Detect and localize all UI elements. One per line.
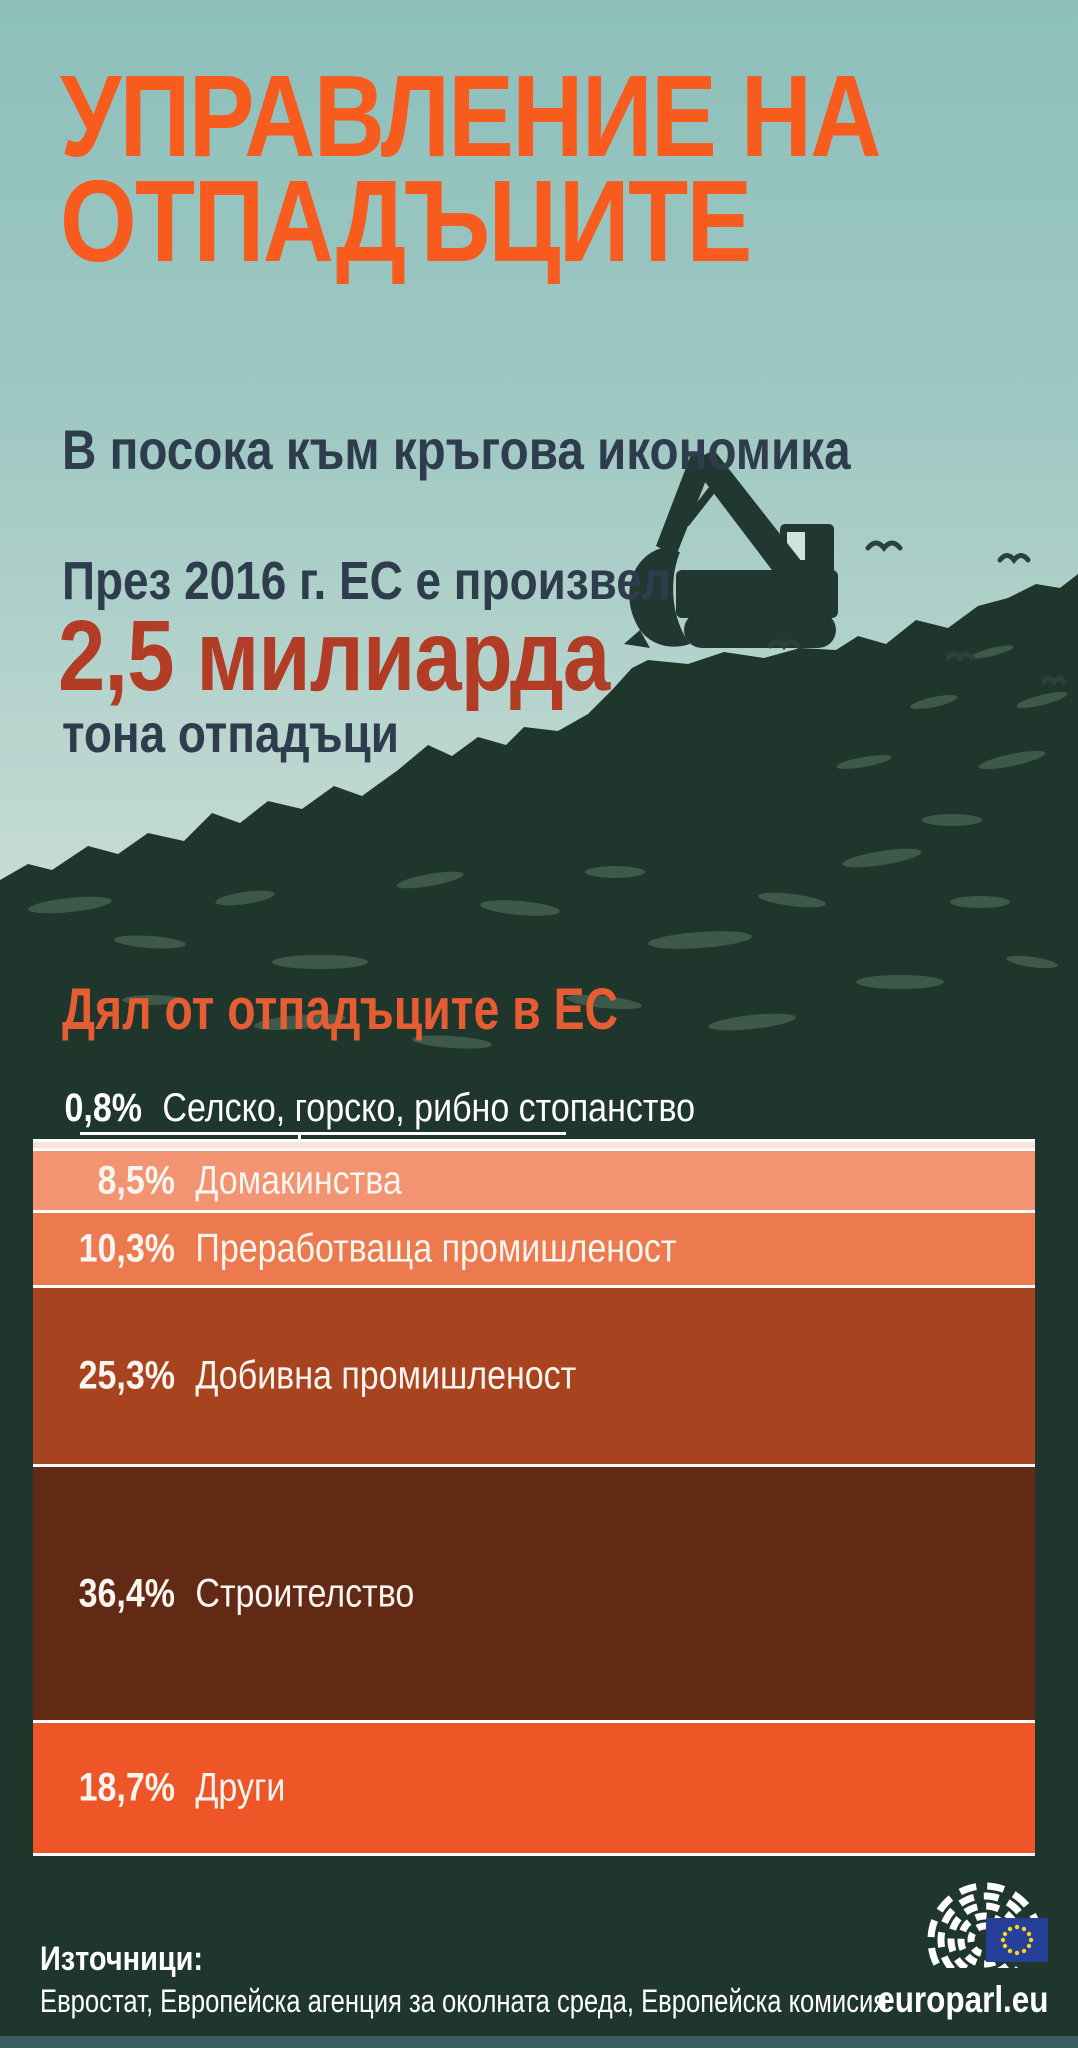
sources-label: Източници: bbox=[40, 1940, 204, 1978]
bar-percent: 0,8% bbox=[64, 1086, 142, 1130]
bar-segment-label: 18,7% Други bbox=[73, 1765, 286, 1811]
excavator-silhouette bbox=[624, 450, 838, 648]
bar-segment: 18,7% Други bbox=[33, 1720, 1035, 1853]
bar-segment bbox=[33, 1139, 1035, 1148]
bar-percent: 18,7% bbox=[78, 1765, 175, 1810]
intro-amount: 2,5 милиарда bbox=[58, 600, 610, 712]
bar-segment: 8,5% Домакинства bbox=[33, 1148, 1035, 1210]
bottom-edge-strip bbox=[0, 2036, 1078, 2048]
bar-category: Преработваща промишленост bbox=[195, 1226, 677, 1271]
intro-line1: През 2016 г. ЕС е произвел bbox=[62, 551, 671, 611]
page-title-line2: ОТПАДЪЦИТЕ bbox=[60, 156, 752, 286]
bar-percent: 25,3% bbox=[78, 1353, 175, 1398]
bar-segment-label: 25,3% Добивна промишленост bbox=[73, 1353, 577, 1399]
intro-line2: тона отпадъци bbox=[62, 704, 399, 764]
debris-patches bbox=[28, 645, 1068, 1049]
chart-title: Дял от отпадъците в ЕС bbox=[62, 977, 619, 1042]
bar-segment-label: 10,3% Преработваща промишленост bbox=[73, 1226, 677, 1272]
eu-flag-icon bbox=[986, 1918, 1048, 1962]
stacked-bar-chart: 8,5% Домакинства 10,3% Преработваща промишл… bbox=[33, 1139, 1035, 1856]
page-title-line1: УПРАВЛЕНИЕ НА bbox=[60, 51, 881, 181]
bar-segment-label: 8,5% Домакинства bbox=[73, 1158, 402, 1203]
bar-category: Домакинства bbox=[195, 1158, 402, 1202]
bar-segment: 10,3% Преработваща промишленост bbox=[33, 1210, 1035, 1285]
bar-label-external: 0,8% Селско, горско, рибно стопанство bbox=[40, 1086, 696, 1131]
bar-percent: 36,4% bbox=[78, 1571, 175, 1615]
bar-category: Строителство bbox=[195, 1571, 415, 1615]
bird-icon bbox=[767, 540, 1067, 687]
label-underline bbox=[80, 1132, 566, 1135]
page-subtitle: В посока към кръгова икономика bbox=[62, 418, 851, 481]
bar-percent: 10,3% bbox=[78, 1226, 175, 1271]
europarl-link[interactable]: europarl.eu bbox=[876, 1979, 1048, 2020]
bar-segment: 36,4% Строителство bbox=[33, 1464, 1035, 1720]
bar-category: Селско, горско, рибно стопанство bbox=[162, 1086, 696, 1130]
bar-segment-label: 36,4% Строителство bbox=[73, 1571, 415, 1616]
label-connector-tick bbox=[298, 1132, 301, 1142]
bar-segment: 25,3% Добивна промишленост bbox=[33, 1285, 1035, 1464]
bar-category: Добивна промишленост bbox=[195, 1353, 577, 1398]
sources-line: Евростат, Европейска агенция за околната… bbox=[40, 1983, 888, 2019]
bar-percent: 8,5% bbox=[97, 1158, 175, 1202]
bar-category: Други bbox=[195, 1765, 286, 1810]
